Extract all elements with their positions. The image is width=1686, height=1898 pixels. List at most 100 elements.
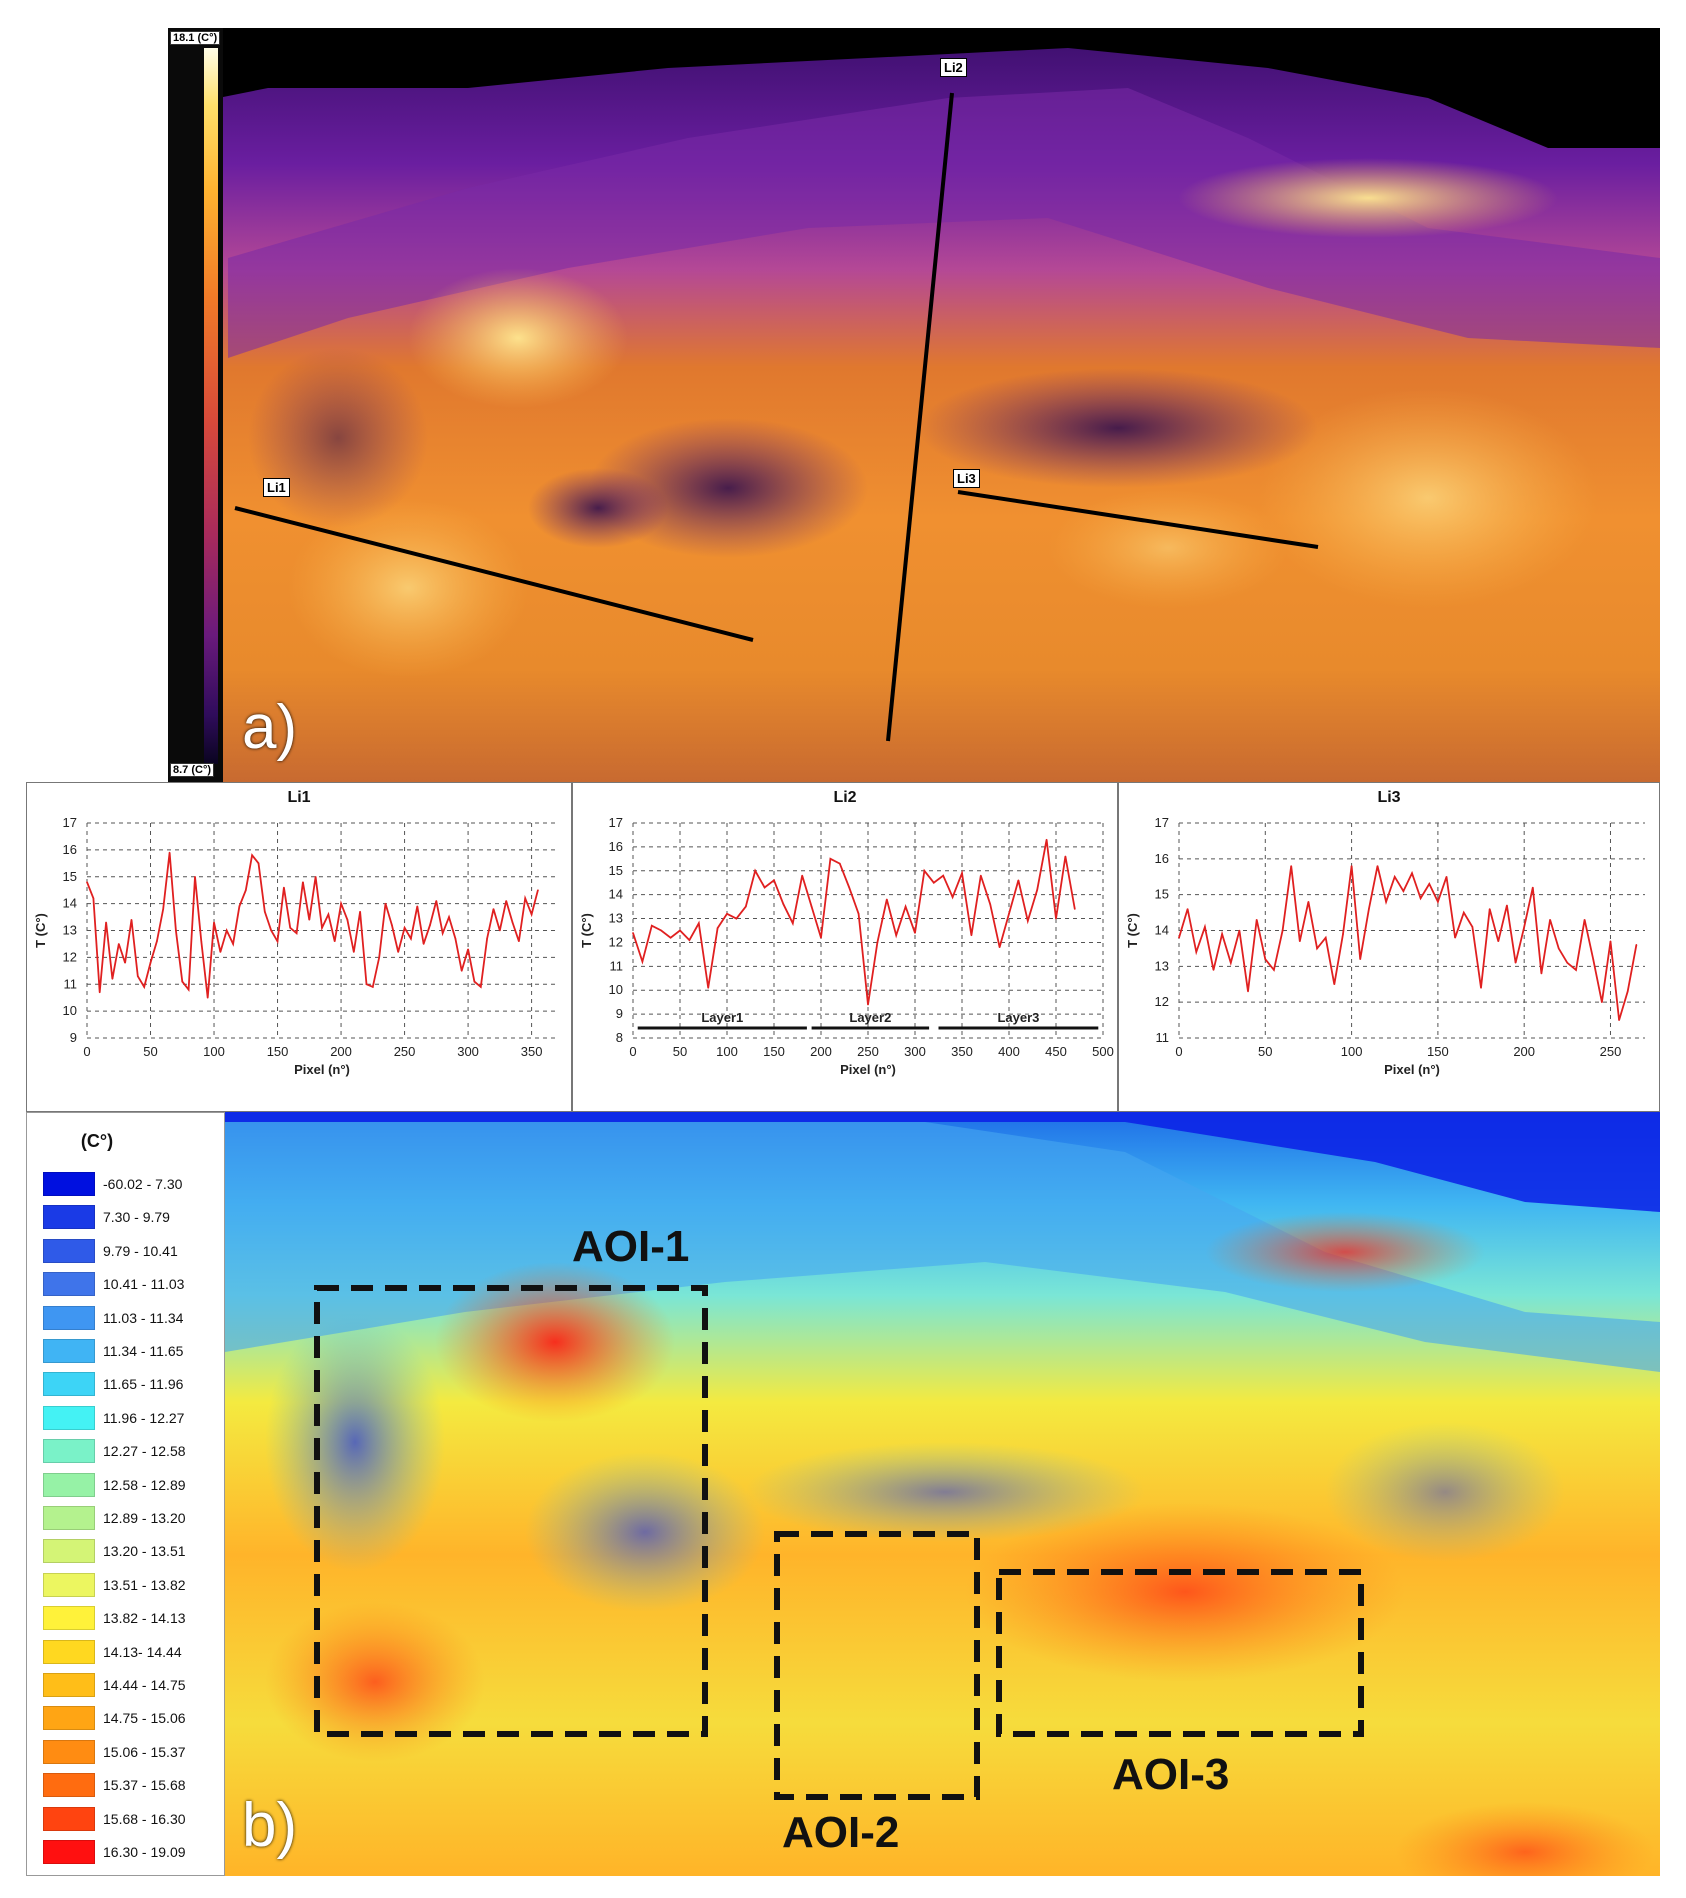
layer-label: Layer1 (701, 1010, 743, 1025)
data-point (1428, 883, 1431, 885)
data-point (1411, 872, 1413, 874)
aoi-1-label: AOI-1 (572, 1222, 690, 1271)
legend-swatch (43, 1439, 95, 1464)
legend-label: 7.30 - 9.79 (103, 1209, 170, 1226)
legend-item: 15.37 - 15.68 (43, 1772, 186, 1798)
thermal-image-a (168, 28, 1660, 782)
data-point (970, 934, 973, 937)
data-point (1045, 838, 1048, 841)
data-point (669, 936, 672, 939)
x-tick-label: 0 (83, 1044, 90, 1059)
legend-item: 7.30 - 9.79 (43, 1204, 170, 1230)
data-point (162, 908, 165, 910)
data-point (1506, 904, 1508, 907)
y-tick-label: 11 (610, 958, 624, 973)
chart-li2-box: Li2 8 9 10 11 12 13 14 15 16 17 0 50 100 150 200 250 300… (572, 782, 1118, 1112)
y-tick-label: 8 (616, 1030, 623, 1045)
legend-item: 11.03 - 11.34 (43, 1305, 183, 1331)
data-point (1307, 901, 1310, 903)
data-point (933, 881, 935, 884)
y-tick-label: 10 (609, 982, 623, 997)
y-axis-label: T (C°) (33, 913, 48, 948)
data-point (302, 881, 304, 883)
y-axis-label: T (C°) (579, 913, 594, 948)
legend-swatch (43, 1305, 95, 1330)
data-point (1195, 951, 1198, 953)
data-point (1264, 958, 1267, 960)
data-point (1480, 987, 1482, 989)
legend-swatch (43, 1372, 95, 1397)
legend-swatch (43, 1506, 95, 1530)
data-point (1402, 890, 1405, 892)
data-point (1036, 889, 1038, 891)
data-point (1333, 983, 1336, 986)
aoi-1-box (314, 1285, 708, 1737)
x-tick-label: 350 (951, 1044, 973, 1059)
data-point (641, 960, 644, 963)
x-tick-label: 100 (716, 1044, 738, 1059)
data-point (143, 986, 145, 988)
x-tick-label: 50 (1258, 1044, 1272, 1059)
data-point (333, 940, 336, 943)
legend-swatch (43, 1706, 95, 1731)
data-point (314, 875, 317, 878)
data-point (137, 975, 139, 977)
legend-label: 12.27 - 12.58 (103, 1443, 186, 1460)
y-tick-label: 15 (609, 863, 623, 878)
legend-label: 13.51 - 13.82 (103, 1576, 186, 1593)
data-point (716, 927, 719, 929)
line-tag-li1: Li1 (263, 478, 290, 497)
series-line (1178, 865, 1638, 1021)
data-point (244, 889, 247, 891)
data-point (914, 932, 916, 934)
data-point (352, 951, 355, 953)
legend-label: 12.58 - 12.89 (103, 1476, 186, 1493)
data-point (1462, 911, 1465, 914)
data-point (1221, 933, 1223, 935)
chart-li2: 8 9 10 11 12 13 14 15 16 17 0 50 100 150 200 250 300 350 4… (579, 815, 1114, 1077)
data-point (340, 902, 342, 905)
data-point (660, 929, 662, 932)
data-point (942, 874, 944, 877)
chart-title: Li2 (833, 789, 857, 806)
temperature-scale-bar (168, 28, 223, 782)
legend-swatch (43, 1639, 95, 1664)
data-point (1204, 926, 1206, 928)
data-point (1238, 929, 1241, 932)
data-point (308, 918, 311, 921)
data-point (1549, 918, 1551, 921)
data-point (1523, 926, 1525, 928)
data-point (1445, 875, 1448, 878)
legend-swatch (43, 1405, 95, 1430)
scale-min-label: 8.7 (C°) (170, 763, 215, 777)
aoi-3-box (996, 1569, 1364, 1737)
x-tick-label: 50 (673, 1044, 687, 1059)
thermal-image-b (225, 1112, 1660, 1876)
data-point (1635, 944, 1638, 946)
data-point (1212, 969, 1215, 971)
data-point (238, 905, 241, 908)
y-tick-label: 13 (1155, 958, 1169, 973)
x-axis-label: Pixel (n°) (294, 1062, 350, 1077)
legend-label: 12.89 - 13.20 (103, 1510, 186, 1526)
x-tick-label: 200 (1513, 1044, 1535, 1059)
data-point (283, 886, 285, 889)
x-tick-label: 450 (1045, 1044, 1067, 1059)
legend-item: 11.96 - 12.27 (43, 1405, 184, 1431)
data-point (820, 936, 822, 939)
data-point (117, 943, 120, 945)
data-point (473, 980, 476, 983)
data-point (688, 939, 691, 941)
data-point (270, 929, 272, 932)
legend-swatch (43, 1673, 95, 1697)
data-point (403, 927, 406, 929)
data-point (867, 1003, 869, 1006)
data-point (105, 921, 107, 924)
data-point (175, 929, 177, 932)
data-point (726, 912, 728, 915)
legend-item: 15.68 - 16.30 (43, 1806, 186, 1832)
y-tick-label: 14 (1155, 923, 1169, 938)
legend-swatch (43, 1339, 95, 1363)
data-point (1299, 940, 1301, 943)
legend-label: 11.96 - 12.27 (103, 1409, 185, 1426)
